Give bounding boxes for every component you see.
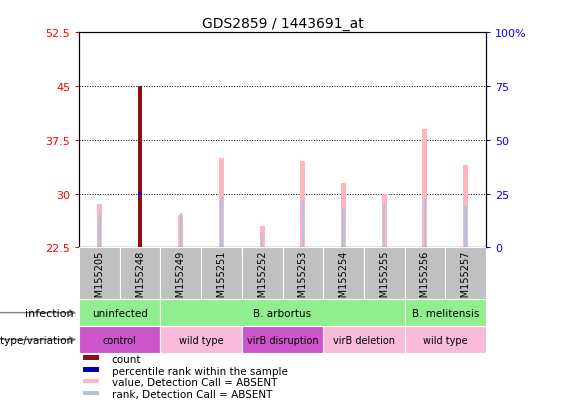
- Bar: [383, 205, 385, 248]
- Bar: [301, 162, 305, 248]
- Bar: [219, 158, 224, 248]
- Bar: [405, 299, 486, 326]
- Bar: [323, 326, 405, 353]
- Bar: [120, 248, 160, 299]
- Text: B. arbortus: B. arbortus: [254, 308, 311, 318]
- Text: GSM155252: GSM155252: [257, 250, 267, 310]
- Bar: [445, 248, 486, 299]
- Bar: [260, 226, 264, 248]
- Bar: [79, 248, 120, 299]
- Bar: [323, 248, 364, 299]
- Text: virB disruption: virB disruption: [247, 335, 318, 345]
- Bar: [282, 248, 323, 299]
- Text: GSM155205: GSM155205: [94, 250, 105, 310]
- Bar: [341, 183, 346, 248]
- Bar: [83, 355, 99, 360]
- Bar: [138, 193, 142, 195]
- Bar: [97, 205, 102, 248]
- Bar: [342, 210, 345, 248]
- Bar: [83, 367, 99, 372]
- Bar: [405, 248, 445, 299]
- Bar: [160, 326, 242, 353]
- Bar: [179, 216, 183, 248]
- Text: percentile rank within the sample: percentile rank within the sample: [112, 366, 288, 376]
- Text: GSM155255: GSM155255: [379, 250, 389, 310]
- Text: virB deletion: virB deletion: [333, 335, 395, 345]
- Text: infection: infection: [25, 308, 73, 318]
- Bar: [424, 199, 426, 248]
- Bar: [180, 214, 182, 248]
- Bar: [261, 233, 263, 248]
- Text: GSM155249: GSM155249: [176, 250, 186, 309]
- Text: GSM155254: GSM155254: [338, 250, 349, 310]
- Bar: [364, 248, 405, 299]
- Bar: [464, 206, 467, 248]
- Bar: [83, 379, 99, 384]
- Text: GSM155251: GSM155251: [216, 250, 227, 310]
- Bar: [160, 299, 405, 326]
- Bar: [220, 198, 223, 248]
- Text: count: count: [112, 354, 141, 364]
- Text: genotype/variation: genotype/variation: [0, 335, 73, 345]
- Text: GSM155256: GSM155256: [420, 250, 430, 310]
- Bar: [138, 87, 142, 248]
- Bar: [79, 299, 160, 326]
- Text: GSM155248: GSM155248: [135, 250, 145, 309]
- Bar: [423, 130, 427, 248]
- Bar: [242, 248, 282, 299]
- Bar: [405, 326, 486, 353]
- Bar: [83, 391, 99, 395]
- Text: GSM155257: GSM155257: [460, 250, 471, 310]
- Title: GDS2859 / 1443691_at: GDS2859 / 1443691_at: [202, 17, 363, 31]
- Text: wild type: wild type: [179, 335, 223, 345]
- Bar: [79, 326, 160, 353]
- Bar: [463, 166, 468, 248]
- Bar: [382, 194, 386, 248]
- Text: GSM155253: GSM155253: [298, 250, 308, 310]
- Text: rank, Detection Call = ABSENT: rank, Detection Call = ABSENT: [112, 389, 272, 399]
- Bar: [242, 326, 323, 353]
- Bar: [98, 214, 101, 248]
- Bar: [160, 248, 201, 299]
- Text: uninfected: uninfected: [92, 308, 147, 318]
- Text: B. melitensis: B. melitensis: [411, 308, 479, 318]
- Text: wild type: wild type: [423, 335, 467, 345]
- Bar: [302, 201, 304, 248]
- Text: control: control: [103, 335, 137, 345]
- Text: value, Detection Call = ABSENT: value, Detection Call = ABSENT: [112, 377, 277, 387]
- Bar: [201, 248, 242, 299]
